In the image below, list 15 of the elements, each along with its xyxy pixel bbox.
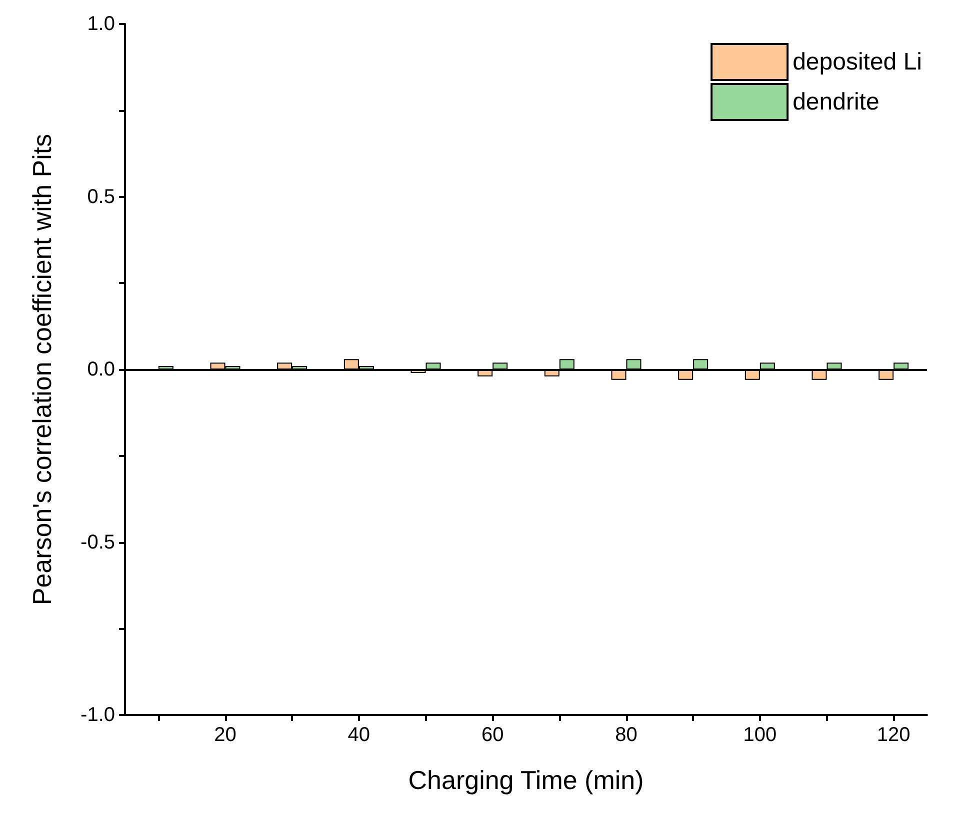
x-tick-label: 60 <box>481 724 504 746</box>
x-axis-title: Charging Time (min) <box>408 765 644 795</box>
x-tick-label: 120 <box>876 724 910 746</box>
y-tick-label: 0.5 <box>87 186 115 208</box>
x-tick-label: 100 <box>743 724 777 746</box>
x-tick-label: 80 <box>615 724 638 746</box>
y-tick-label: 1.0 <box>87 13 115 35</box>
y-axis-title: Pearson's correlation coefficient with Pits <box>27 134 57 606</box>
x-tick-label: 40 <box>348 724 370 746</box>
y-tick-label: -0.5 <box>80 531 115 554</box>
x-tick-label: 20 <box>214 724 236 746</box>
legend-label: deposited Li <box>792 48 922 76</box>
legend-label: dendrite <box>792 88 880 116</box>
y-tick-label: -1.0 <box>80 704 115 726</box>
y-tick-label: 0.0 <box>87 358 115 380</box>
